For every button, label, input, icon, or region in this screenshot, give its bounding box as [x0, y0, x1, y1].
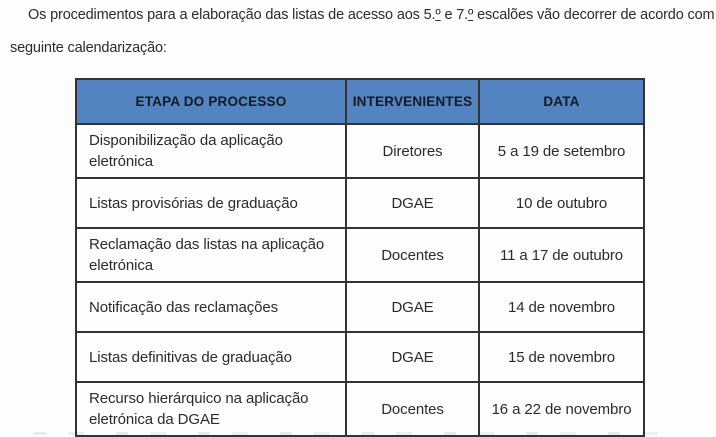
- cell-data: 16 a 22 de novembro: [478, 381, 645, 437]
- cell-etapa: Notificação das reclamações: [75, 281, 347, 333]
- table-header-row: ETAPA DO PROCESSO INTERVENIENTES DATA: [75, 78, 645, 125]
- cell-etapa: Disponibilização da aplicação eletrónica: [75, 123, 347, 179]
- scan-artifact: [34, 432, 686, 435]
- cell-intervenientes: Docentes: [345, 227, 480, 283]
- table-row: Reclamação das listas na aplicação eletr…: [75, 227, 645, 283]
- schedule-table: ETAPA DO PROCESSO INTERVENIENTES DATA Di…: [75, 78, 645, 437]
- table-row: Listas definitivas de graduação DGAE 15 …: [75, 331, 645, 383]
- paragraph-line-1: Os procedimentos para a elaboração das l…: [10, 7, 716, 23]
- cell-etapa: Listas definitivas de graduação: [75, 331, 347, 383]
- cell-etapa: Reclamação das listas na aplicação eletr…: [75, 227, 347, 283]
- cell-intervenientes: DGAE: [345, 281, 480, 333]
- table-row: Notificação das reclamações DGAE 14 de n…: [75, 281, 645, 333]
- intro-paragraph: Os procedimentos para a elaboração das l…: [10, 7, 716, 56]
- column-header-data: DATA: [478, 78, 645, 125]
- ordinal-indicator: º: [435, 7, 441, 23]
- table-row: Recurso hierárquico na aplicação eletrón…: [75, 381, 645, 437]
- cell-intervenientes: DGAE: [345, 177, 480, 229]
- cell-data: 11 a 17 de outubro: [478, 227, 645, 283]
- cell-data: 14 de novembro: [478, 281, 645, 333]
- cell-data: 10 de outubro: [478, 177, 645, 229]
- paragraph-line-2: seguinte calendarização:: [10, 40, 167, 56]
- paragraph-text: e 7.: [440, 7, 469, 23]
- ordinal-indicator: º: [468, 7, 474, 23]
- column-header-etapa: ETAPA DO PROCESSO: [75, 78, 347, 125]
- cell-etapa: Recurso hierárquico na aplicação eletrón…: [75, 381, 347, 437]
- table-row: Listas provisórias de graduação DGAE 10 …: [75, 177, 645, 229]
- cell-etapa: Listas provisórias de graduação: [75, 177, 347, 229]
- paragraph-text: Os procedimentos para a elaboração das l…: [28, 7, 436, 23]
- cell-intervenientes: DGAE: [345, 331, 480, 383]
- cell-data: 5 a 19 de setembro: [478, 123, 645, 179]
- table-row: Disponibilização da aplicação eletrónica…: [75, 123, 645, 179]
- cell-data: 15 de novembro: [478, 331, 645, 383]
- cell-intervenientes: Diretores: [345, 123, 480, 179]
- column-header-intervenientes: INTERVENIENTES: [345, 78, 480, 125]
- paragraph-text: escalões vão decorrer de acordo com a: [473, 7, 716, 23]
- cell-intervenientes: Docentes: [345, 381, 480, 437]
